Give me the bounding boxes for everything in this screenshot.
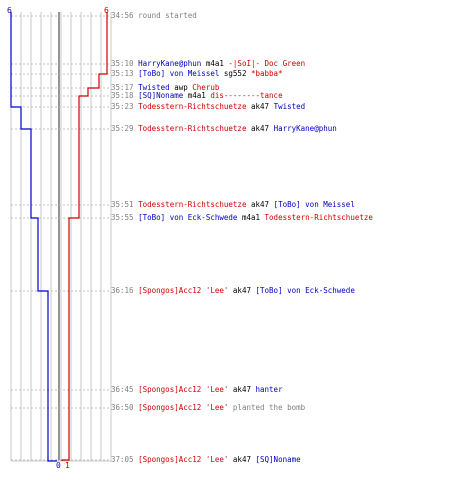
event-time: 36:50	[111, 403, 134, 412]
event-text-segment: ak47	[246, 200, 274, 209]
event-text-segment: round started	[138, 11, 197, 20]
event-time: 35:10	[111, 59, 134, 68]
event-text-segment: ak47	[228, 455, 256, 464]
event-time: 35:17	[111, 83, 134, 92]
event-time: 36:16	[111, 286, 134, 295]
event-row: 35:29 Todesstern-Richtschuetze ak47 Harr…	[111, 124, 337, 133]
event-row: 36:45 [Spongos]Acc12 'Lee' ak47 hanter	[111, 385, 283, 394]
event-row: 34:56 round started	[111, 11, 197, 20]
event-text-segment: [SQ]Noname	[255, 455, 301, 464]
event-row: 35:17 Twisted awp Cherub	[111, 83, 219, 92]
blue-team-alive-line	[10, 12, 57, 462]
red-team-alive-line	[61, 12, 108, 461]
event-text-segment: [Spongos]Acc12 'Lee'	[138, 455, 229, 464]
event-text-segment: Todesstern-Richtschuetze	[138, 102, 247, 111]
event-text-segment: m4a1	[237, 213, 265, 222]
event-row: 36:16 [Spongos]Acc12 'Lee' ak47 [ToBo] v…	[111, 286, 355, 295]
event-text-segment: Todesstern-Richtschuetze	[264, 213, 373, 222]
event-text-segment: [Spongos]Acc12 'Lee'	[138, 385, 229, 394]
event-time: 37:05	[111, 455, 134, 464]
event-row: 35:10 HarryKane@phun m4a1 -|SoI|- Doc Gr…	[111, 59, 305, 68]
event-text-segment: hanter	[255, 385, 283, 394]
event-text-segment: dis--------tance	[210, 91, 283, 100]
event-time: 35:29	[111, 124, 134, 133]
event-row: 36:50 [Spongos]Acc12 'Lee' planted the b…	[111, 403, 305, 412]
event-text-segment: [SQ]Noname	[138, 91, 184, 100]
event-text-segment: HarryKane@phun	[273, 124, 337, 133]
red-team-end-count: 1	[65, 461, 70, 470]
event-text-segment: Todesstern-Richtschuetze	[138, 124, 247, 133]
event-row: 35:13 [ToBo] von Meissel sg552 *babba*	[111, 69, 283, 78]
event-text-segment: Todesstern-Richtschuetze	[138, 200, 247, 209]
event-text-segment: [Spongos]Acc12 'Lee'	[138, 403, 229, 412]
event-text-segment: [Spongos]Acc12 'Lee'	[138, 286, 229, 295]
event-row: 35:23 Todesstern-Richtschuetze ak47 Twis…	[111, 102, 305, 111]
event-text-segment: planted the bomb	[228, 403, 306, 412]
event-time: 36:45	[111, 385, 134, 394]
event-text-segment: sg552	[219, 69, 251, 78]
event-text-segment: ak47	[228, 385, 256, 394]
red-team-start-count: 6	[104, 6, 109, 15]
event-time: 34:56	[111, 11, 134, 20]
event-time: 35:23	[111, 102, 134, 111]
event-text-segment: [ToBo] von Eck-Schwede	[255, 286, 355, 295]
event-row: 37:05 [Spongos]Acc12 'Lee' ak47 [SQ]Nona…	[111, 455, 301, 464]
event-text-segment: ak47	[246, 102, 274, 111]
event-text-segment: m4a1	[183, 91, 211, 100]
event-text-segment: -|SoI|- Doc Green	[228, 59, 306, 68]
event-time: 35:13	[111, 69, 134, 78]
event-row: 35:55 [ToBo] von Eck-Schwede m4a1 Todess…	[111, 213, 373, 222]
event-text-segment: ak47	[228, 286, 256, 295]
event-text-segment: Twisted	[138, 83, 170, 92]
event-text-segment: awp	[169, 83, 193, 92]
event-text-segment: [ToBo] von Eck-Schwede	[138, 213, 238, 222]
blue-team-start-count: 6	[7, 6, 12, 15]
event-text-segment: Twisted	[273, 102, 306, 111]
event-text-segment: HarryKane@phun	[138, 59, 202, 68]
event-text-segment: Cherub	[192, 83, 220, 92]
event-text-segment: *babba*	[250, 69, 283, 78]
event-text-segment: ak47	[246, 124, 274, 133]
event-time: 35:51	[111, 200, 134, 209]
event-row: 35:51 Todesstern-Richtschuetze ak47 [ToB…	[111, 200, 355, 209]
event-time: 35:55	[111, 213, 134, 222]
event-text-segment: m4a1	[201, 59, 229, 68]
event-time: 35:18	[111, 91, 134, 100]
event-row: 35:18 [SQ]Noname m4a1 dis--------tance	[111, 91, 283, 100]
blue-team-end-count: 0	[56, 461, 61, 470]
event-text-segment: [ToBo] von Meissel	[273, 200, 355, 209]
event-text-segment: [ToBo] von Meissel	[138, 69, 220, 78]
